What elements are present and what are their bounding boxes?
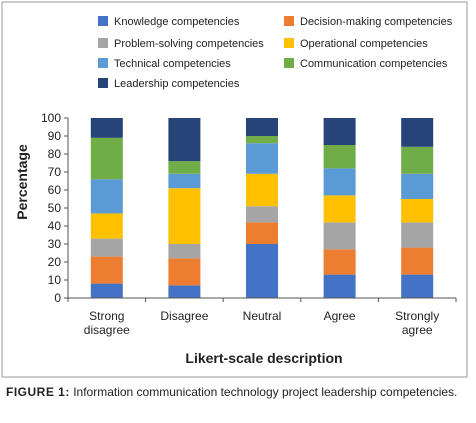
legend-label-leadership-competencies: Leadership competencies [114,78,240,90]
bar-segment-leadership-competencies [90,118,123,138]
bar-segment-communication-competencies [246,136,278,144]
bar-segment-knowledge-competencies [401,274,434,298]
y-tick-label: 90 [48,129,62,143]
bar-segment-leadership-competencies [168,118,201,162]
legend-swatch-communication-competencies [284,58,294,68]
bar-segment-decision-making-competencies [90,256,123,284]
y-axis: 0 10 20 30 40 50 60 70 80 90 100 [41,111,69,305]
bar-segment-decision-making-competencies [323,249,356,275]
x-tick-label-strongly-agree: Strongly agree [395,309,439,337]
legend-label-technical-competencies: Technical competencies [114,58,231,70]
bar-segment-problem-solving-competencies [90,238,123,257]
bar-segment-knowledge-competencies [246,244,278,298]
bar-segment-decision-making-competencies [168,258,201,286]
bar-segment-operational-competencies [168,188,201,244]
bar-segment-problem-solving-competencies [401,222,434,248]
y-tick-label: 70 [48,165,62,179]
y-tick-label: 40 [48,219,62,233]
bar-segment-operational-competencies [401,199,434,223]
y-tick-label: 80 [48,147,62,161]
y-tick-label: 60 [48,183,62,197]
bar-segment-technical-competencies [401,173,434,199]
bar-segment-problem-solving-competencies [323,222,356,250]
bar-segment-technical-competencies [323,168,356,196]
chart-border [1,1,468,378]
legend-swatch-leadership-competencies [98,78,108,88]
bar-segment-knowledge-competencies [168,285,201,298]
legend-label-communication-competencies: Communication competencies [300,58,448,70]
figure-caption-text: Information communication technology pro… [73,385,458,399]
figure-caption: FIGURE 1: Information communication tech… [6,385,466,400]
bar-segment-leadership-competencies [323,118,356,145]
legend-swatch-decision-making-competencies [284,16,294,26]
legend: Knowledge competencies Decision-making co… [98,16,453,90]
bar-segment-technical-competencies [168,173,201,189]
bars [90,118,434,298]
bar-segment-knowledge-competencies [90,283,123,298]
bar-segment-operational-competencies [323,195,356,223]
x-axis: Strong disagree Disagree Neutral Agree Strong… [67,297,457,337]
bar-segment-problem-solving-competencies [246,206,278,223]
legend-swatch-problem-solving-competencies [98,38,108,48]
bar-segment-operational-competencies [90,213,123,239]
y-tick-label: 20 [48,255,62,269]
legend-label-knowledge-competencies: Knowledge competencies [114,16,240,28]
y-tick-label: 0 [54,291,61,305]
x-tick-label-strong-disagree: Strong disagree [84,309,130,337]
y-tick-label: 50 [48,201,62,215]
bar-segment-knowledge-competencies [323,274,356,298]
bar-segment-communication-competencies [90,137,123,180]
y-tick-label: 10 [48,273,62,287]
bar-segment-operational-competencies [246,173,278,207]
bar-segment-communication-competencies [323,145,356,169]
legend-label-problem-solving-competencies: Problem-solving competencies [114,38,264,50]
x-tick-label-agree: Agree [324,309,356,323]
y-axis-title: Percentage [14,144,30,220]
bar-segment-problem-solving-competencies [168,244,201,259]
y-tick-label: 100 [41,111,61,125]
y-tick-label: 30 [48,237,62,251]
legend-label-operational-competencies: Operational competencies [300,38,428,50]
bar-segment-technical-competencies [246,143,278,174]
legend-swatch-knowledge-competencies [98,16,108,26]
bar-segment-decision-making-competencies [246,222,278,244]
bar-segment-communication-competencies [168,161,201,174]
legend-swatch-operational-competencies [284,38,294,48]
bar-segment-leadership-competencies [246,118,278,136]
figure-label: FIGURE 1: [6,385,70,399]
x-axis-title: Likert-scale description [185,350,342,366]
legend-swatch-technical-competencies [98,58,108,68]
bar-segment-decision-making-competencies [401,247,434,275]
bar-segment-communication-competencies [401,146,434,174]
x-tick-label-neutral: Neutral [243,309,282,323]
bar-segment-leadership-competencies [401,118,434,147]
bar-segment-technical-competencies [90,179,123,214]
legend-label-decision-making-competencies: Decision-making competencies [300,16,453,28]
x-tick-label-disagree: Disagree [160,309,208,323]
